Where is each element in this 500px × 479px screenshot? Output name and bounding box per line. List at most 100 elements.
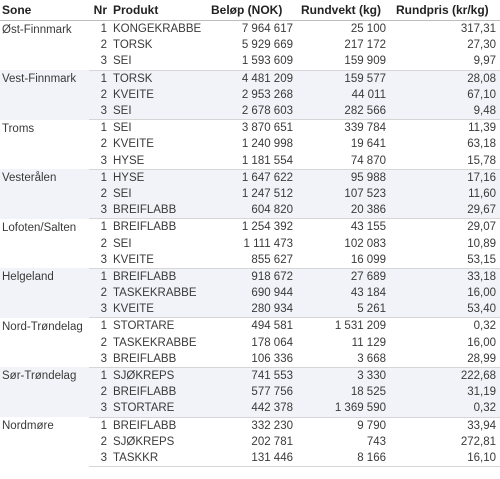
table-row: 3 SEI 2 678 603 282 566 9,48 — [0, 102, 500, 121]
round-weight-kg: 27 689 — [297, 268, 390, 285]
amount-nok: 1 240 998 — [241, 138, 293, 151]
row-nr: 2 — [100, 39, 107, 52]
table-row: Sør-Trøndelag 1 SJØKREPS 741 553 3 330 222,68 — [0, 367, 500, 417]
round-price-kr-kg: 15,78 — [390, 152, 500, 170]
amount-nok: 1 254 392 — [241, 221, 293, 234]
row-nr: 1 — [100, 221, 107, 234]
amount-nok: 855 627 — [205, 251, 297, 269]
row-nr: 2 — [100, 237, 107, 250]
amount-nok: 131 446 — [205, 449, 297, 468]
product-name: TORSK — [111, 70, 205, 87]
row-nr: 3 — [89, 102, 111, 121]
table-row: 2 TASKEKRABBE 690 944 43 184 16,00 — [0, 285, 500, 302]
round-price-kr-kg: 11,39 — [468, 122, 496, 135]
product-name: TASKEKRABBE — [113, 336, 197, 349]
product-name: KVEITE — [111, 86, 205, 103]
product-name: BREIFLABB — [113, 419, 177, 432]
table-row: Nordmøre 1 BREIFLABB 332 230 9 790 33,94 — [0, 417, 500, 434]
amount-nok: 106 336 — [205, 350, 297, 368]
product-name: TORSK — [113, 39, 153, 52]
table-row: 2 KVEITE 2 953 268 44 011 67,10 — [0, 86, 500, 103]
row-nr: 3 — [89, 301, 111, 319]
amount-nok: 741 553 — [205, 367, 297, 385]
table-row: Helgeland 1 BREIFLABB 918 672 27 689 33,18 — [0, 268, 500, 318]
header-produkt: Produkt — [111, 0, 205, 21]
round-price-kr-kg: 28,08 — [390, 70, 500, 87]
round-weight-kg: 5 261 — [297, 301, 390, 319]
round-weight-kg: 43 155 — [350, 221, 386, 234]
row-nr: 2 — [100, 336, 107, 349]
round-weight-kg: 43 184 — [297, 285, 390, 302]
table-row: 3 KVEITE 280 934 5 261 53,40 — [0, 301, 500, 319]
round-price-kr-kg: 317,31 — [460, 23, 496, 36]
row-nr: 1 — [89, 70, 111, 87]
amount-nok: 577 756 — [205, 384, 297, 401]
zone-name: Lofoten/Salten — [2, 221, 77, 234]
round-weight-kg: 3 668 — [297, 350, 390, 368]
zone-group: Lofoten/Salten 1 BREIFLABB 1 254 392 43 155 2… — [0, 219, 500, 269]
header-rundvekt: Rundvekt (kg) — [297, 0, 390, 21]
round-weight-kg: 339 784 — [344, 122, 386, 135]
product-name: BREIFLABB — [111, 202, 205, 220]
product-name: SEI — [113, 237, 132, 250]
row-nr: 2 — [100, 435, 107, 448]
table-row: 2 KVEITE 1 240 998 19 641 63,18 — [0, 136, 500, 152]
round-weight-kg: 44 011 — [297, 86, 390, 103]
round-weight-kg: 95 988 — [297, 169, 390, 186]
row-nr: 1 — [89, 268, 111, 285]
row-nr: 1 — [89, 367, 111, 385]
zone-name: Øst-Finnmark — [2, 24, 72, 36]
table-row: 3 TASKKR 131 446 8 166 16,10 — [0, 449, 500, 468]
zone-group: Nord-Trøndelag 1 STORTARE 494 581 1 531 209 0… — [0, 318, 500, 368]
round-weight-kg: 3 330 — [297, 367, 390, 385]
zone-name: Helgeland — [0, 268, 89, 318]
product-name: TASKKR — [111, 449, 205, 468]
product-name: SEI — [111, 53, 205, 71]
table-row: 3 HYSE 1 181 554 74 870 15,78 — [0, 152, 500, 170]
round-price-kr-kg: 16,00 — [467, 336, 496, 349]
table-row: Vest-Finnmark 1 TORSK 4 481 209 159 577 28,08 — [0, 70, 500, 120]
round-price-kr-kg: 31,19 — [390, 384, 500, 401]
round-weight-kg: 74 870 — [297, 152, 390, 170]
amount-nok: 442 378 — [205, 400, 297, 418]
round-price-kr-kg: 28,99 — [390, 350, 500, 368]
row-nr: 3 — [89, 449, 111, 468]
header-row: Sone Nr Produkt Beløp (NOK) Rundvekt (kg… — [0, 0, 500, 21]
table-row: 3 SEI 1 593 609 159 909 9,97 — [0, 53, 500, 71]
round-price-kr-kg: 9,97 — [390, 53, 500, 71]
table-row: 3 KVEITE 855 627 16 099 53,15 — [0, 251, 500, 269]
product-name: KVEITE — [113, 138, 154, 151]
round-price-kr-kg: 11,60 — [390, 185, 500, 203]
amount-nok: 202 781 — [251, 435, 293, 448]
round-weight-kg: 217 172 — [344, 39, 386, 52]
amount-nok: 690 944 — [205, 285, 297, 302]
round-weight-kg: 1 369 590 — [297, 400, 390, 418]
product-name: SJØKREPS — [111, 367, 205, 385]
amount-nok: 4 481 209 — [205, 70, 297, 87]
round-price-kr-kg: 33,94 — [467, 419, 496, 432]
zone-group: Øst-Finnmark 1 KONGEKRABBE 7 964 617 25 100 3… — [0, 21, 500, 71]
table-row: 3 BREIFLABB 106 336 3 668 28,99 — [0, 350, 500, 368]
round-weight-kg: 1 531 209 — [334, 320, 386, 333]
table-row: Troms 1 SEI 3 870 651 339 784 11,39 — [0, 120, 500, 137]
row-nr: 1 — [89, 169, 111, 186]
amount-nok: 2 953 268 — [205, 86, 297, 103]
round-price-kr-kg: 33,18 — [390, 268, 500, 285]
amount-nok: 3 870 651 — [241, 122, 293, 135]
round-weight-kg: 9 790 — [357, 419, 386, 432]
round-price-kr-kg: 0,32 — [390, 400, 500, 418]
zone-group: Vest-Finnmark 1 TORSK 4 481 209 159 577 28,08… — [0, 70, 500, 121]
amount-nok: 5 929 669 — [241, 39, 293, 52]
round-price-kr-kg: 27,30 — [467, 39, 496, 52]
table-row: 2 SJØKREPS 202 781 743 272,81 — [0, 434, 500, 450]
amount-nok: 918 672 — [205, 268, 297, 285]
round-price-kr-kg: 222,68 — [390, 367, 500, 385]
round-price-kr-kg: 29,07 — [467, 221, 496, 234]
header-nr: Nr — [89, 0, 111, 21]
product-name: HYSE — [111, 152, 205, 170]
round-price-kr-kg: 17,16 — [390, 169, 500, 186]
row-nr: 2 — [89, 384, 111, 401]
product-name: SEI — [111, 185, 205, 203]
amount-nok: 2 678 603 — [205, 102, 297, 121]
zone-group: Nordmøre 1 BREIFLABB 332 230 9 790 33,94 2 SJØK… — [0, 417, 500, 468]
